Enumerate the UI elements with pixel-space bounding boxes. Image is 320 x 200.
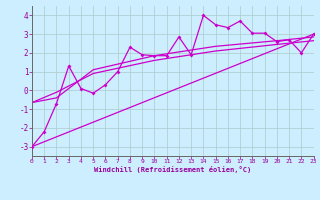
X-axis label: Windchill (Refroidissement éolien,°C): Windchill (Refroidissement éolien,°C) [94, 166, 252, 173]
